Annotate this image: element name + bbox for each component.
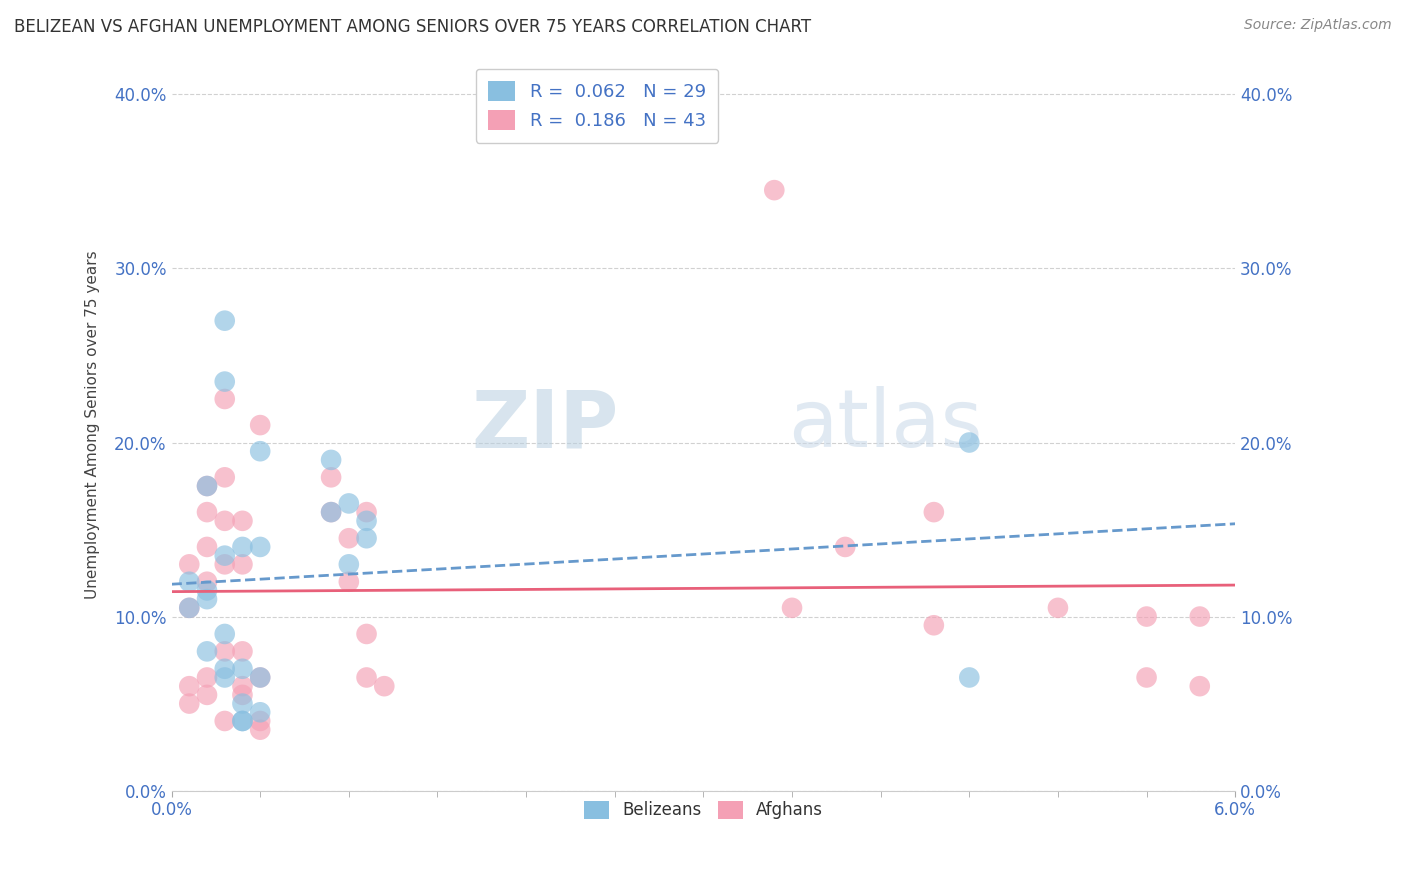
- Point: [195, 479, 218, 493]
- Point: [922, 618, 945, 632]
- Text: atlas: atlas: [789, 386, 983, 464]
- Point: [214, 375, 236, 389]
- Point: [249, 670, 271, 684]
- Y-axis label: Unemployment Among Seniors over 75 years: Unemployment Among Seniors over 75 years: [86, 251, 100, 599]
- Point: [231, 714, 253, 728]
- Point: [195, 644, 218, 658]
- Point: [249, 418, 271, 433]
- Point: [373, 679, 395, 693]
- Point: [231, 540, 253, 554]
- Point: [179, 600, 201, 615]
- Point: [249, 670, 271, 684]
- Point: [834, 540, 856, 554]
- Point: [356, 627, 378, 641]
- Point: [214, 644, 236, 658]
- Point: [356, 531, 378, 545]
- Point: [195, 505, 218, 519]
- Point: [337, 496, 360, 510]
- Point: [214, 470, 236, 484]
- Point: [214, 714, 236, 728]
- Point: [231, 679, 253, 693]
- Text: BELIZEAN VS AFGHAN UNEMPLOYMENT AMONG SENIORS OVER 75 YEARS CORRELATION CHART: BELIZEAN VS AFGHAN UNEMPLOYMENT AMONG SE…: [14, 18, 811, 36]
- Point: [214, 558, 236, 572]
- Point: [195, 583, 218, 598]
- Point: [1188, 609, 1211, 624]
- Point: [214, 549, 236, 563]
- Legend: Belizeans, Afghans: Belizeans, Afghans: [576, 794, 830, 826]
- Point: [195, 540, 218, 554]
- Point: [249, 444, 271, 458]
- Point: [195, 592, 218, 607]
- Point: [337, 531, 360, 545]
- Point: [231, 714, 253, 728]
- Point: [319, 505, 342, 519]
- Point: [957, 435, 980, 450]
- Point: [231, 558, 253, 572]
- Point: [249, 706, 271, 720]
- Point: [319, 470, 342, 484]
- Point: [231, 697, 253, 711]
- Point: [195, 479, 218, 493]
- Point: [763, 183, 786, 197]
- Point: [249, 723, 271, 737]
- Point: [1046, 600, 1069, 615]
- Point: [356, 514, 378, 528]
- Point: [356, 670, 378, 684]
- Point: [231, 688, 253, 702]
- Point: [356, 505, 378, 519]
- Text: Source: ZipAtlas.com: Source: ZipAtlas.com: [1244, 18, 1392, 32]
- Point: [780, 600, 803, 615]
- Point: [214, 627, 236, 641]
- Point: [231, 514, 253, 528]
- Point: [214, 670, 236, 684]
- Point: [231, 662, 253, 676]
- Point: [319, 453, 342, 467]
- Point: [337, 574, 360, 589]
- Point: [249, 540, 271, 554]
- Point: [249, 714, 271, 728]
- Point: [195, 670, 218, 684]
- Point: [179, 574, 201, 589]
- Point: [195, 574, 218, 589]
- Point: [231, 644, 253, 658]
- Point: [179, 679, 201, 693]
- Text: ZIP: ZIP: [471, 386, 619, 464]
- Point: [1188, 679, 1211, 693]
- Point: [179, 600, 201, 615]
- Point: [214, 313, 236, 327]
- Point: [1135, 609, 1157, 624]
- Point: [1135, 670, 1157, 684]
- Point: [922, 505, 945, 519]
- Point: [214, 662, 236, 676]
- Point: [195, 688, 218, 702]
- Point: [179, 558, 201, 572]
- Point: [337, 558, 360, 572]
- Point: [214, 392, 236, 406]
- Point: [319, 505, 342, 519]
- Point: [179, 697, 201, 711]
- Point: [214, 514, 236, 528]
- Point: [957, 670, 980, 684]
